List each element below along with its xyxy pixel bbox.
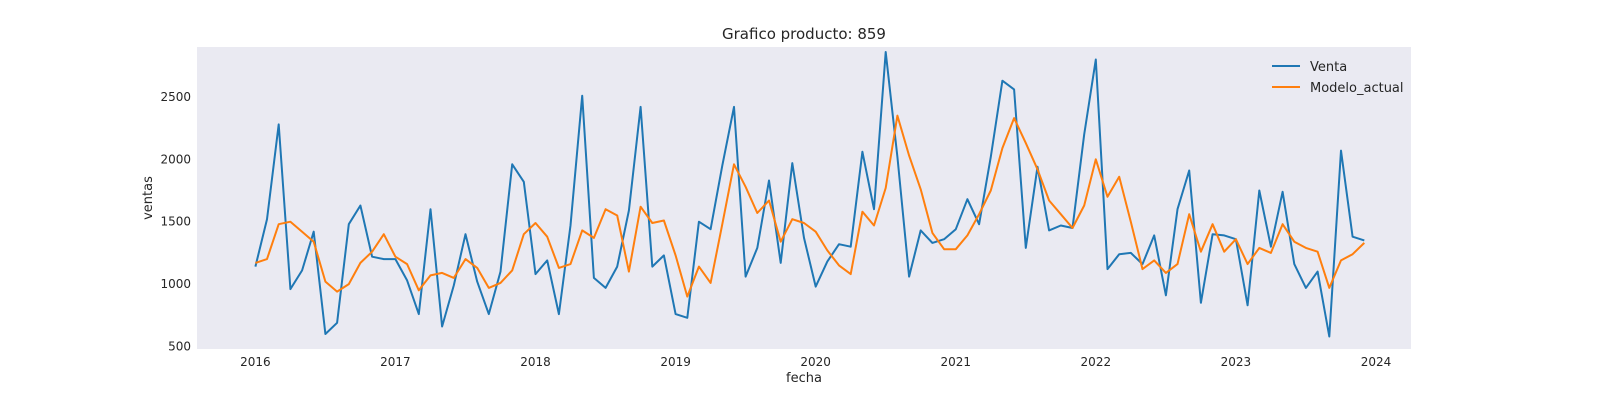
legend-label: Venta bbox=[1310, 60, 1347, 75]
x-tick-label: 2020 bbox=[800, 355, 831, 369]
x-tick-label: 2019 bbox=[660, 355, 691, 369]
x-axis: 2016 2017 2018 2019 2020 2021 2022 2023 2024 bbox=[240, 355, 1391, 369]
x-axis-label: fecha bbox=[786, 371, 822, 386]
y-axis: 500 1000 1500 2000 2500 bbox=[160, 90, 191, 354]
chart-title: Grafico producto: 859 bbox=[722, 25, 886, 43]
series-lines bbox=[254, 51, 1365, 338]
x-tick-label: 2018 bbox=[520, 355, 551, 369]
y-tick-label: 1500 bbox=[160, 215, 191, 229]
y-tick-label: 2000 bbox=[160, 152, 191, 166]
legend: Venta Modelo_actual bbox=[1272, 60, 1404, 96]
legend-label: Modelo_actual bbox=[1310, 81, 1404, 96]
plot-area bbox=[197, 47, 1411, 349]
x-tick-label: 2017 bbox=[380, 355, 411, 369]
x-tick-label: 2023 bbox=[1221, 355, 1252, 369]
y-tick-label: 2500 bbox=[160, 90, 191, 104]
x-tick-label: 2021 bbox=[940, 355, 971, 369]
x-tick-label: 2022 bbox=[1081, 355, 1112, 369]
y-axis-label: ventas bbox=[141, 176, 156, 220]
x-tick-label: 2016 bbox=[240, 355, 271, 369]
x-tick-label: 2024 bbox=[1361, 355, 1392, 369]
y-tick-label: 500 bbox=[168, 340, 191, 354]
series-line-modelo-actual bbox=[255, 114, 1365, 298]
y-tick-label: 1000 bbox=[160, 277, 191, 291]
series-line-venta bbox=[254, 51, 1365, 338]
